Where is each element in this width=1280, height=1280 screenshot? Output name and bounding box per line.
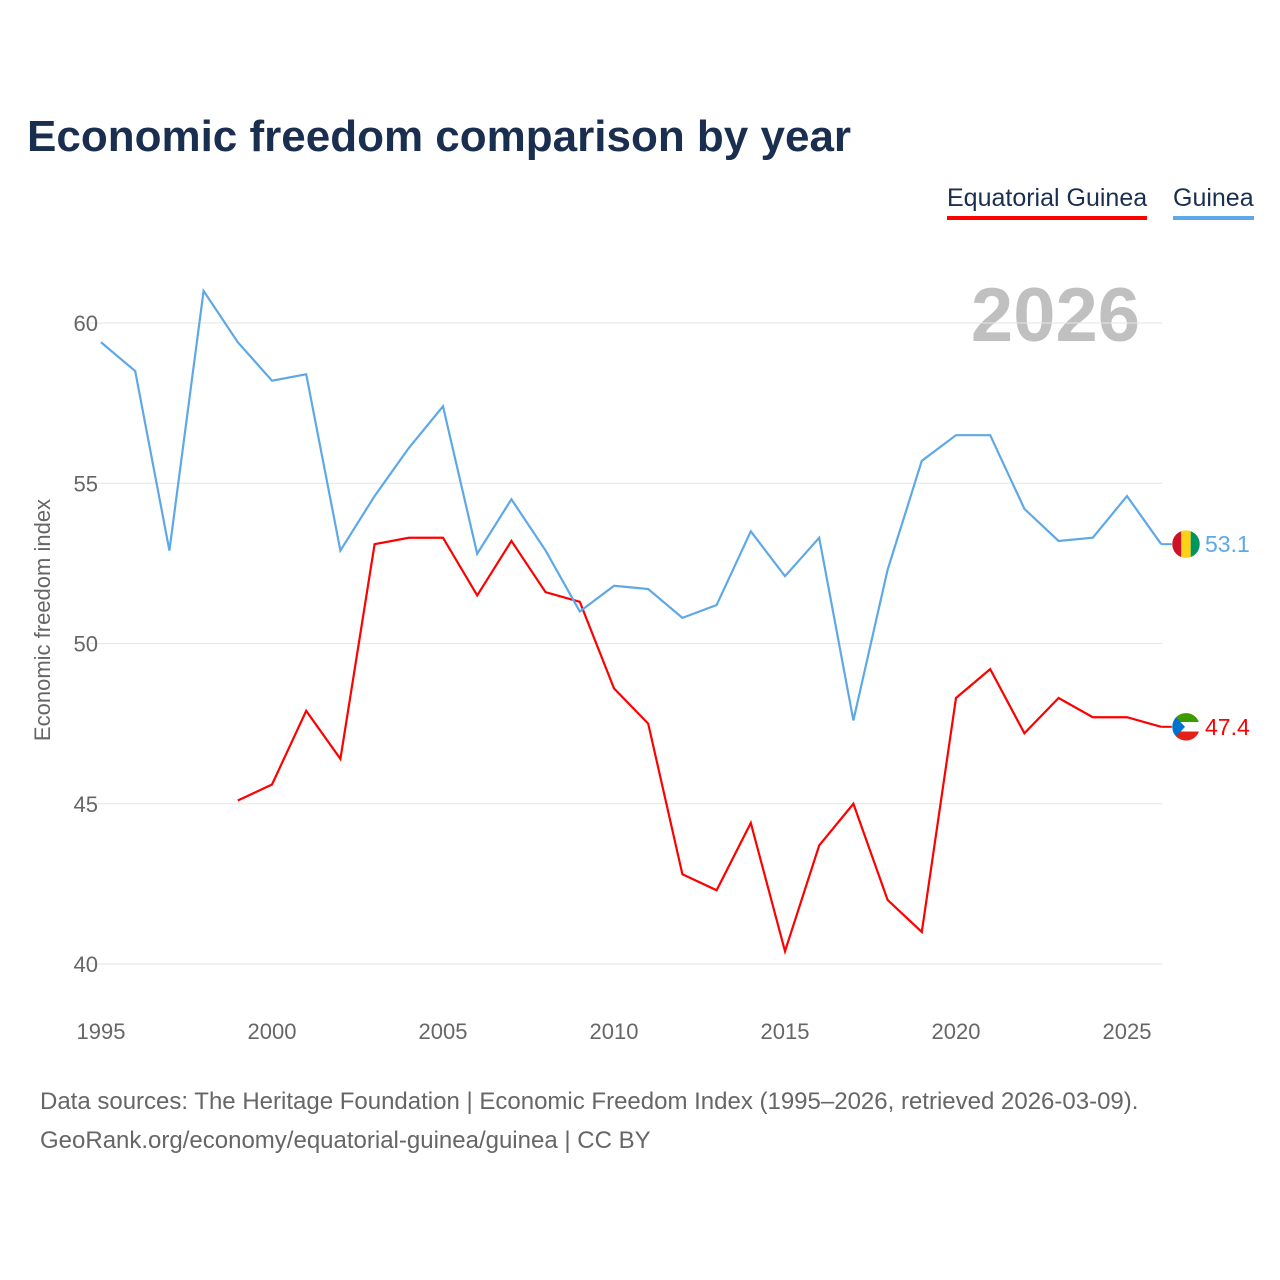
flag-stripe	[1190, 530, 1200, 559]
series-line-guinea	[100, 287, 1163, 721]
y-tick-label: 50	[74, 632, 98, 657]
y-tick-label: 55	[74, 471, 98, 496]
flag-stripe	[1172, 530, 1182, 559]
source-text: Data sources: The Heritage Foundation | …	[40, 1088, 1139, 1115]
line-chart: 2026 40 45 50 55 60 1995 2000 2005 2010 2015 2020 20…	[30, 273, 1250, 1044]
source-url: GeoRank.org/economy/equatorial-guinea/gu…	[40, 1127, 651, 1154]
x-tick-label: 2025	[1103, 1019, 1152, 1044]
flag-stripe	[1181, 530, 1191, 559]
x-tick-label: 2000	[248, 1019, 297, 1044]
flag-triangle	[1172, 712, 1185, 741]
flag-stripe	[1172, 722, 1200, 732]
flag-stripe	[1172, 731, 1200, 741]
flag-icon-guinea	[1171, 529, 1201, 559]
y-axis-label: Economic freedom index	[30, 499, 55, 741]
y-tick-label: 40	[74, 952, 98, 977]
year-watermark: 2026	[971, 273, 1140, 358]
x-tick-label: 2015	[761, 1019, 810, 1044]
x-tick-label: 2020	[932, 1019, 981, 1044]
series-line-equatorial-guinea	[237, 536, 1162, 956]
legend-guinea[interactable]: Guinea	[1173, 184, 1254, 220]
chart-title: Economic freedom comparison by year	[27, 112, 852, 161]
end-value-label: 53.1	[1205, 531, 1250, 557]
end-value-label: 47.4	[1205, 714, 1250, 740]
legend-equatorial-guinea[interactable]: Equatorial Guinea	[947, 184, 1148, 220]
flag-icon-equatorial-guinea	[1171, 712, 1201, 742]
y-tick-label: 45	[74, 792, 98, 817]
y-tick-label: 60	[74, 311, 98, 336]
x-tick-label: 2010	[590, 1019, 639, 1044]
flag-stripe	[1172, 712, 1200, 723]
x-tick-label: 2005	[419, 1019, 468, 1044]
x-tick-label: 1995	[77, 1019, 126, 1044]
